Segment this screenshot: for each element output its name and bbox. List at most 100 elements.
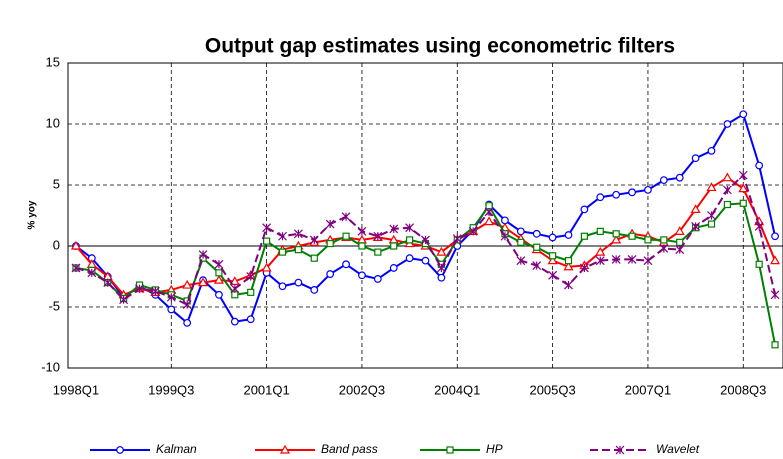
marker (215, 290, 223, 299)
marker (326, 239, 334, 248)
marker (294, 246, 302, 254)
marker (198, 250, 208, 259)
marker (755, 260, 763, 268)
y-tick-label: 10 (46, 115, 60, 130)
marker (484, 216, 495, 226)
marker (770, 255, 781, 265)
marker (373, 231, 383, 241)
marker (595, 246, 606, 256)
marker (262, 223, 272, 233)
marker (278, 248, 287, 256)
marker (389, 264, 398, 272)
legend-label: Band pass (321, 442, 378, 456)
marker (738, 183, 749, 193)
marker (691, 222, 701, 231)
marker (326, 270, 335, 278)
marker (213, 274, 224, 284)
marker (723, 120, 732, 128)
marker (532, 229, 541, 238)
y-axis-label: % yoy (27, 200, 38, 229)
y-tick-label: 0 (53, 237, 60, 252)
x-tick-label: 1998Q1 (53, 382, 99, 397)
marker (341, 212, 351, 222)
marker (628, 232, 636, 240)
marker (564, 280, 573, 290)
marker (691, 154, 700, 163)
legend-marker (279, 444, 291, 454)
marker (421, 256, 430, 265)
legend-marker (116, 446, 124, 454)
marker (103, 278, 113, 288)
marker (468, 226, 478, 236)
marker (564, 257, 573, 265)
marker (135, 284, 144, 294)
marker (723, 200, 731, 209)
marker (596, 227, 604, 235)
marker (70, 240, 81, 250)
marker (549, 252, 557, 260)
marker (675, 173, 684, 182)
chart-title: Output gap estimates using econometric f… (205, 35, 675, 58)
marker (722, 185, 732, 195)
marker (278, 282, 287, 291)
marker (644, 185, 652, 194)
marker (294, 278, 303, 287)
marker (628, 188, 636, 197)
marker (579, 263, 589, 273)
legend-marker (446, 446, 454, 454)
marker (612, 190, 621, 199)
series-line (75, 202, 777, 346)
marker (690, 204, 701, 213)
marker (263, 237, 271, 245)
marker (182, 300, 192, 309)
marker (771, 232, 779, 241)
marker (659, 176, 668, 185)
legend-label: Wavelet (656, 442, 700, 456)
marker (517, 238, 525, 246)
x-tick-label: 2002Q3 (339, 382, 385, 397)
y-tick-label: 5 (53, 176, 60, 191)
marker (229, 276, 240, 285)
marker (405, 223, 415, 233)
marker (310, 286, 319, 294)
marker (247, 288, 255, 296)
marker (596, 193, 605, 202)
marker (643, 256, 653, 266)
marker (246, 272, 256, 281)
marker (516, 256, 526, 266)
marker (436, 246, 447, 256)
marker (373, 275, 382, 283)
marker (406, 236, 414, 244)
marker (580, 232, 588, 240)
marker (310, 254, 318, 262)
marker (627, 254, 637, 264)
marker (722, 172, 733, 182)
marker (484, 207, 494, 217)
marker (357, 226, 367, 236)
marker (676, 238, 684, 246)
legend-label: Kalman (156, 442, 197, 456)
marker (358, 242, 366, 250)
marker (675, 245, 685, 255)
y-tick-label: -5 (48, 298, 60, 313)
marker (436, 263, 446, 273)
marker (214, 259, 224, 269)
marker (755, 161, 764, 170)
marker (230, 284, 240, 294)
marker (389, 224, 399, 234)
marker (548, 270, 558, 280)
marker (215, 269, 223, 277)
marker (437, 273, 446, 282)
marker (342, 232, 350, 240)
plot-frame (67, 62, 783, 369)
x-tick-label: 2008Q3 (720, 382, 766, 397)
marker (183, 318, 192, 327)
marker (580, 205, 589, 214)
marker (278, 231, 287, 241)
marker (706, 182, 717, 192)
marker (739, 110, 748, 119)
marker (674, 226, 685, 235)
marker (166, 292, 176, 302)
marker (358, 271, 366, 280)
